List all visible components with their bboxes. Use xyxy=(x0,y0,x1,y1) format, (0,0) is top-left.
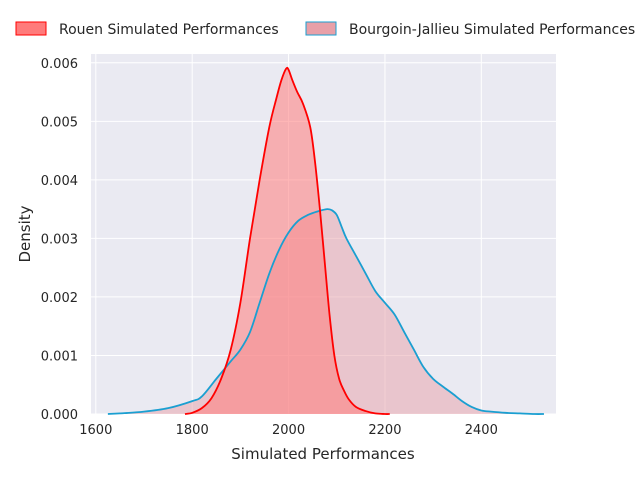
density-line-rouen xyxy=(184,66,390,415)
tick-labels: 1600 1800 2000 2200 2400 0.000 0.001 0.002 0.003… xyxy=(41,57,498,438)
x-tick-label: 1800 xyxy=(176,423,209,438)
y-tick-label: 0.004 xyxy=(41,174,78,189)
y-tick-label: 0.002 xyxy=(41,291,78,306)
y-tick-label: 0.000 xyxy=(41,408,78,423)
x-tick-label: 2400 xyxy=(465,423,498,438)
legend-label-rouen: Rouen Simulated Performances xyxy=(59,22,279,38)
y-tick-label: 0.006 xyxy=(41,57,78,72)
x-tick-label: 2200 xyxy=(368,423,401,438)
y-tick-label: 0.003 xyxy=(41,232,78,247)
legend-label-bourgoin: Bourgoin-Jallieu Simulated Performances xyxy=(349,22,635,38)
x-tick-label: 2000 xyxy=(272,423,305,438)
legend-swatch-rouen xyxy=(15,21,47,36)
series-layer xyxy=(107,66,544,415)
y-tick-label: 0.005 xyxy=(41,115,78,130)
legend: Rouen Simulated Performances Bourgoin-Ja… xyxy=(15,21,635,38)
y-tick-label: 0.001 xyxy=(41,349,78,364)
legend-swatch-bourgoin xyxy=(305,21,337,36)
y-axis-label: Density xyxy=(16,205,34,262)
density-line-bourgoin xyxy=(107,208,544,415)
x-axis-label: Simulated Performances xyxy=(231,445,415,463)
x-tick-label: 1600 xyxy=(79,423,112,438)
